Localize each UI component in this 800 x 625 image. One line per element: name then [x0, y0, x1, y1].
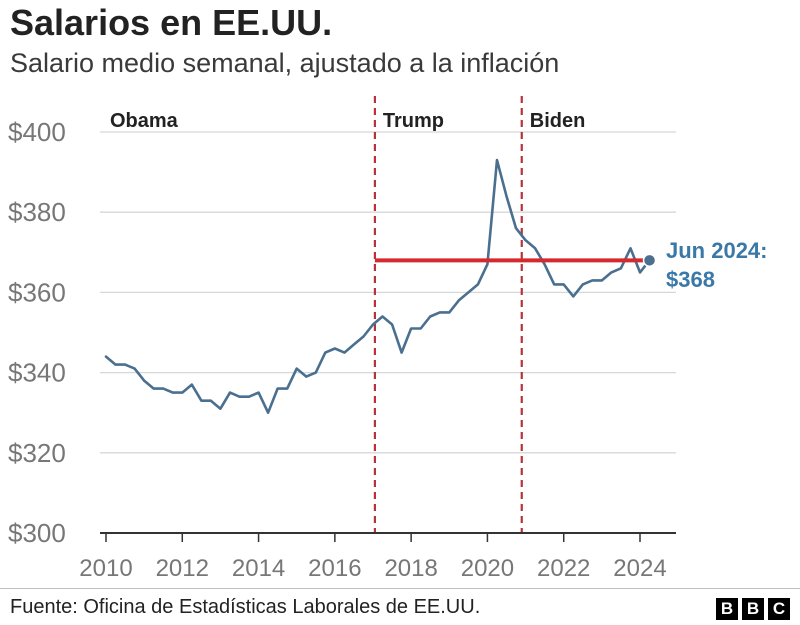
line-chart: $300$320$340$360$380$400 2010 2012 2014 201… — [8, 96, 768, 582]
x-axis-tick-labels: 2010 2012 2014 2016 2018 2020 2022 2024 — [79, 533, 667, 582]
x-tick-label: 2020 — [461, 555, 514, 582]
bbc-logo: B B C — [716, 598, 790, 620]
period-dividers — [373, 96, 523, 533]
y-tick-label: $340 — [8, 358, 66, 388]
end-point-group: Jun 2024: $368 — [642, 238, 768, 292]
x-tick-label: 2018 — [384, 555, 437, 582]
period-labels: Obama Trump Biden — [110, 110, 585, 132]
chart-title: Salarios en EE.UU. — [10, 2, 333, 43]
y-tick-label: $300 — [8, 518, 66, 548]
x-tick-label: 2022 — [537, 555, 590, 582]
logo-block-c: C — [768, 598, 790, 620]
gridlines — [100, 131, 676, 454]
logo-block-b1: B — [716, 598, 738, 620]
x-tick-label: 2024 — [613, 555, 666, 582]
x-tick-label: 2014 — [232, 555, 285, 582]
x-tick-label: 2016 — [308, 555, 361, 582]
period-label: Obama — [110, 110, 179, 132]
series — [104, 158, 651, 415]
end-point-label-date: Jun 2024: — [666, 238, 768, 263]
period-label: Trump — [383, 110, 444, 132]
y-tick-label: $400 — [8, 117, 66, 147]
y-tick-label: $320 — [8, 438, 66, 468]
end-point-label-value: $368 — [666, 267, 715, 292]
end-point-marker — [642, 253, 657, 268]
series-line — [104, 158, 651, 415]
y-tick-label: $360 — [8, 277, 66, 307]
chart-subtitle: Salario medio semanal, ajustado a la inf… — [10, 48, 560, 78]
x-tick-label: 2012 — [156, 555, 209, 582]
y-tick-label: $380 — [8, 197, 66, 227]
y-axis-tick-labels: $300 $320 $340 $360 $380 $400 — [8, 117, 66, 548]
x-tick-label: 2010 — [79, 555, 132, 582]
footer-divider — [0, 588, 800, 589]
period-label: Biden — [530, 110, 586, 132]
source-note: Fuente: Oficina de Estadísticas Laborale… — [10, 596, 481, 618]
logo-block-b2: B — [742, 598, 764, 620]
